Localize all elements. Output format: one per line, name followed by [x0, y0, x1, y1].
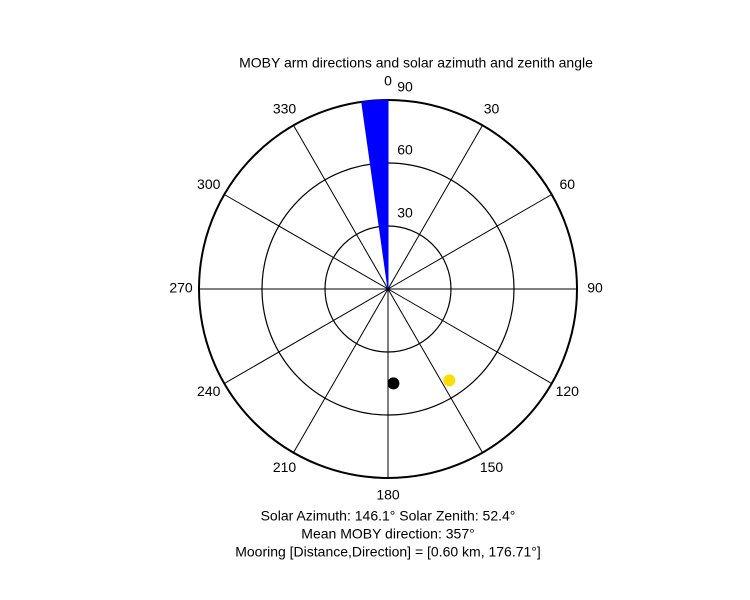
- annotation: Mooring [Distance,Direction] = [0.60 km,…: [235, 544, 541, 560]
- theta-tick-label: 210: [273, 459, 297, 475]
- theta-tick-label: 60: [559, 176, 575, 192]
- theta-tick-label: 0: [384, 73, 392, 89]
- spoke: [387, 125, 483, 290]
- spoke: [387, 288, 483, 453]
- annotation: Mean MOBY direction: 357°: [301, 526, 474, 542]
- spoke: [293, 125, 389, 290]
- spoke: [224, 194, 389, 290]
- spoke: [293, 288, 389, 453]
- theta-tick-label: 30: [484, 100, 500, 116]
- point: [443, 374, 456, 387]
- spoke: [387, 194, 552, 290]
- theta-tick-label: 270: [169, 280, 193, 296]
- annotation: Solar Azimuth: 146.1° Solar Zenith: 52.4…: [261, 508, 516, 524]
- theta-tick-label: 90: [587, 280, 603, 296]
- chart-title: MOBY arm directions and solar azimuth an…: [239, 55, 593, 71]
- spoke: [224, 288, 389, 384]
- theta-tick-label: 300: [197, 176, 221, 192]
- theta-tick-label: 330: [273, 100, 297, 116]
- theta-tick-label: 240: [197, 383, 221, 399]
- r-tick-label: 60: [397, 142, 413, 158]
- arm-wedge: [361, 99, 389, 290]
- r-tick-label: 30: [397, 205, 413, 221]
- r-tick-label: 90: [397, 79, 413, 95]
- spoke: [387, 288, 552, 384]
- theta-tick-label: 120: [556, 383, 580, 399]
- theta-tick-label: 180: [376, 487, 400, 503]
- theta-tick-label: 150: [480, 459, 504, 475]
- point: [387, 377, 400, 390]
